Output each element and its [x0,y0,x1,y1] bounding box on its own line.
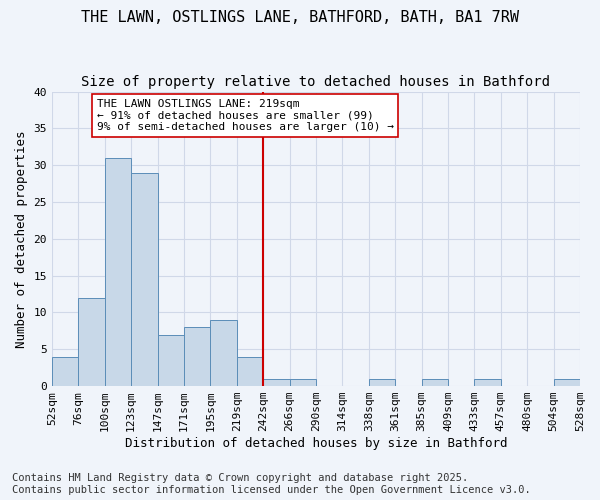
Y-axis label: Number of detached properties: Number of detached properties [15,130,28,348]
Bar [52,356,79,386]
Bar [369,378,395,386]
Bar [79,298,105,386]
Bar [184,327,211,386]
Bar [475,378,501,386]
Text: THE LAWN OSTLINGS LANE: 219sqm
← 91% of detached houses are smaller (99)
9% of s: THE LAWN OSTLINGS LANE: 219sqm ← 91% of … [97,99,394,132]
Text: THE LAWN, OSTLINGS LANE, BATHFORD, BATH, BA1 7RW: THE LAWN, OSTLINGS LANE, BATHFORD, BATH,… [81,10,519,25]
X-axis label: Distribution of detached houses by size in Bathford: Distribution of detached houses by size … [125,437,507,450]
Text: Contains HM Land Registry data © Crown copyright and database right 2025.
Contai: Contains HM Land Registry data © Crown c… [12,474,531,495]
Bar [237,356,263,386]
Bar [554,378,580,386]
Bar [131,172,158,386]
Bar [263,378,290,386]
Bar [105,158,131,386]
Bar [422,378,448,386]
Bar [158,334,184,386]
Bar [290,378,316,386]
Title: Size of property relative to detached houses in Bathford: Size of property relative to detached ho… [82,75,550,89]
Bar [211,320,237,386]
